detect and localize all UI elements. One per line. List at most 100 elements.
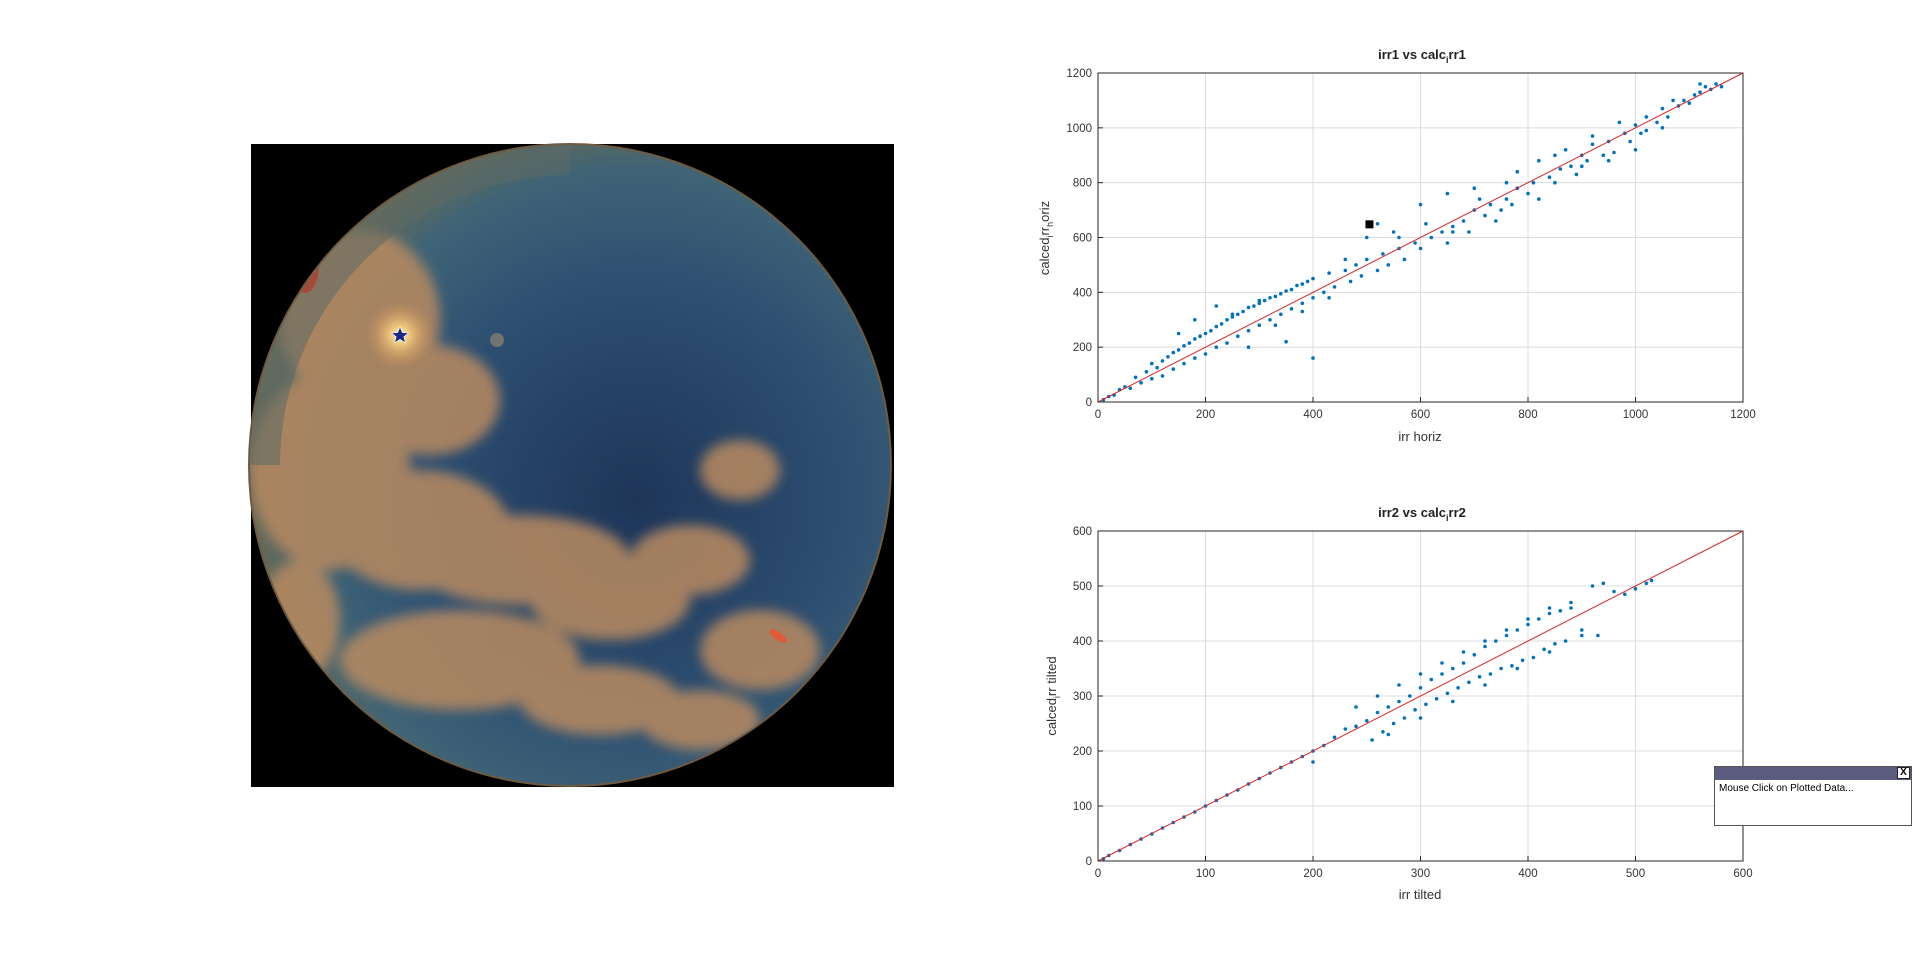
- data-point[interactable]: [1348, 279, 1353, 284]
- data-point[interactable]: [1193, 356, 1197, 360]
- data-point[interactable]: [1386, 705, 1391, 709]
- data-point[interactable]: [1375, 694, 1380, 698]
- data-point[interactable]: [1289, 287, 1294, 292]
- data-point[interactable]: [1257, 301, 1262, 306]
- data-point[interactable]: [1268, 296, 1272, 300]
- data-point[interactable]: [1590, 584, 1595, 588]
- data-point[interactable]: [1558, 609, 1563, 613]
- data-point[interactable]: [1150, 361, 1154, 366]
- data-point[interactable]: [1418, 686, 1423, 690]
- data-point[interactable]: [1139, 381, 1143, 385]
- data-point[interactable]: [1182, 361, 1186, 366]
- data-point[interactable]: [1504, 633, 1509, 638]
- data-point[interactable]: [1402, 716, 1407, 720]
- data-point[interactable]: [1246, 305, 1251, 310]
- data-point[interactable]: [1160, 374, 1165, 378]
- data-point[interactable]: [1580, 628, 1584, 632]
- data-point[interactable]: [1284, 289, 1288, 293]
- data-point[interactable]: [1257, 298, 1262, 303]
- data-point[interactable]: [1230, 312, 1235, 317]
- data-point[interactable]: [1547, 175, 1552, 179]
- data-point[interactable]: [1354, 724, 1358, 729]
- data-point[interactable]: [1553, 642, 1557, 646]
- data-point[interactable]: [1322, 290, 1326, 295]
- data-point[interactable]: [1332, 735, 1337, 740]
- data-point[interactable]: [1413, 241, 1417, 245]
- data-point[interactable]: [1477, 197, 1482, 201]
- data-point[interactable]: [1386, 263, 1391, 267]
- data-point[interactable]: [1365, 719, 1369, 723]
- data-point[interactable]: [1698, 82, 1702, 86]
- data-point[interactable]: [1606, 158, 1611, 163]
- data-point[interactable]: [1494, 639, 1498, 643]
- data-point[interactable]: [1397, 235, 1401, 240]
- data-point[interactable]: [1397, 683, 1401, 687]
- data-point[interactable]: [1649, 578, 1654, 583]
- data-point[interactable]: [1569, 600, 1573, 605]
- data-point[interactable]: [1408, 694, 1412, 698]
- data-point[interactable]: [1488, 672, 1493, 676]
- data-point[interactable]: [1241, 309, 1245, 314]
- data-point[interactable]: [1553, 153, 1557, 158]
- data-point[interactable]: [1547, 650, 1552, 654]
- data-point[interactable]: [1703, 84, 1708, 89]
- data-point[interactable]: [1171, 367, 1176, 371]
- data-point[interactable]: [1187, 341, 1192, 345]
- data-point[interactable]: [1639, 131, 1643, 136]
- data-point[interactable]: [1510, 202, 1514, 207]
- data-point[interactable]: [1354, 705, 1358, 709]
- data-point[interactable]: [1440, 230, 1444, 234]
- data-point[interactable]: [1295, 283, 1299, 288]
- data-point[interactable]: [1225, 341, 1229, 345]
- data-point[interactable]: [1418, 202, 1423, 207]
- data-point[interactable]: [1311, 760, 1315, 764]
- data-point[interactable]: [1719, 84, 1724, 89]
- data-point[interactable]: [1402, 257, 1407, 262]
- close-button[interactable]: X: [1897, 767, 1910, 779]
- data-point[interactable]: [1633, 148, 1638, 152]
- data-point[interactable]: [1365, 257, 1369, 262]
- data-point[interactable]: [1273, 294, 1278, 299]
- data-point[interactable]: [1128, 386, 1133, 391]
- data-point[interactable]: [1660, 126, 1665, 130]
- data-point[interactable]: [1391, 721, 1396, 726]
- data-point[interactable]: [1397, 699, 1401, 704]
- data-point[interactable]: [1311, 356, 1315, 360]
- scatter-series[interactable]: [1101, 82, 1724, 402]
- data-point[interactable]: [1381, 252, 1385, 256]
- data-point[interactable]: [1612, 150, 1616, 155]
- data-point[interactable]: [1252, 304, 1256, 308]
- data-point[interactable]: [1580, 633, 1584, 638]
- data-point[interactable]: [1644, 128, 1649, 133]
- data-point[interactable]: [1590, 134, 1595, 138]
- data-point[interactable]: [1171, 350, 1176, 355]
- scatter-series[interactable]: [1101, 578, 1654, 861]
- data-point[interactable]: [1472, 186, 1477, 190]
- data-point[interactable]: [1445, 691, 1450, 696]
- datatip-titlebar[interactable]: X: [1715, 767, 1911, 780]
- data-point[interactable]: [1418, 246, 1423, 251]
- data-point[interactable]: [1279, 312, 1283, 317]
- data-point[interactable]: [1150, 376, 1154, 381]
- data-point[interactable]: [1311, 276, 1315, 281]
- data-point[interactable]: [1418, 672, 1423, 676]
- data-point[interactable]: [1193, 318, 1197, 322]
- data-point[interactable]: [1203, 352, 1208, 356]
- data-point[interactable]: [1445, 241, 1450, 245]
- data-point[interactable]: [1375, 268, 1380, 273]
- data-point[interactable]: [1617, 120, 1622, 125]
- data-point[interactable]: [1203, 331, 1208, 336]
- data-point[interactable]: [1472, 653, 1477, 657]
- data-point[interactable]: [1343, 268, 1348, 273]
- data-point[interactable]: [1553, 180, 1557, 185]
- data-point[interactable]: [1214, 324, 1219, 329]
- data-point[interactable]: [1246, 328, 1251, 333]
- data-point[interactable]: [1418, 716, 1423, 720]
- data-point[interactable]: [1601, 581, 1606, 586]
- data-point[interactable]: [1585, 158, 1589, 163]
- data-point[interactable]: [1343, 727, 1348, 731]
- data-point[interactable]: [1531, 655, 1536, 660]
- data-point[interactable]: [1300, 282, 1305, 286]
- data-point[interactable]: [1483, 683, 1487, 687]
- data-point[interactable]: [1644, 581, 1649, 586]
